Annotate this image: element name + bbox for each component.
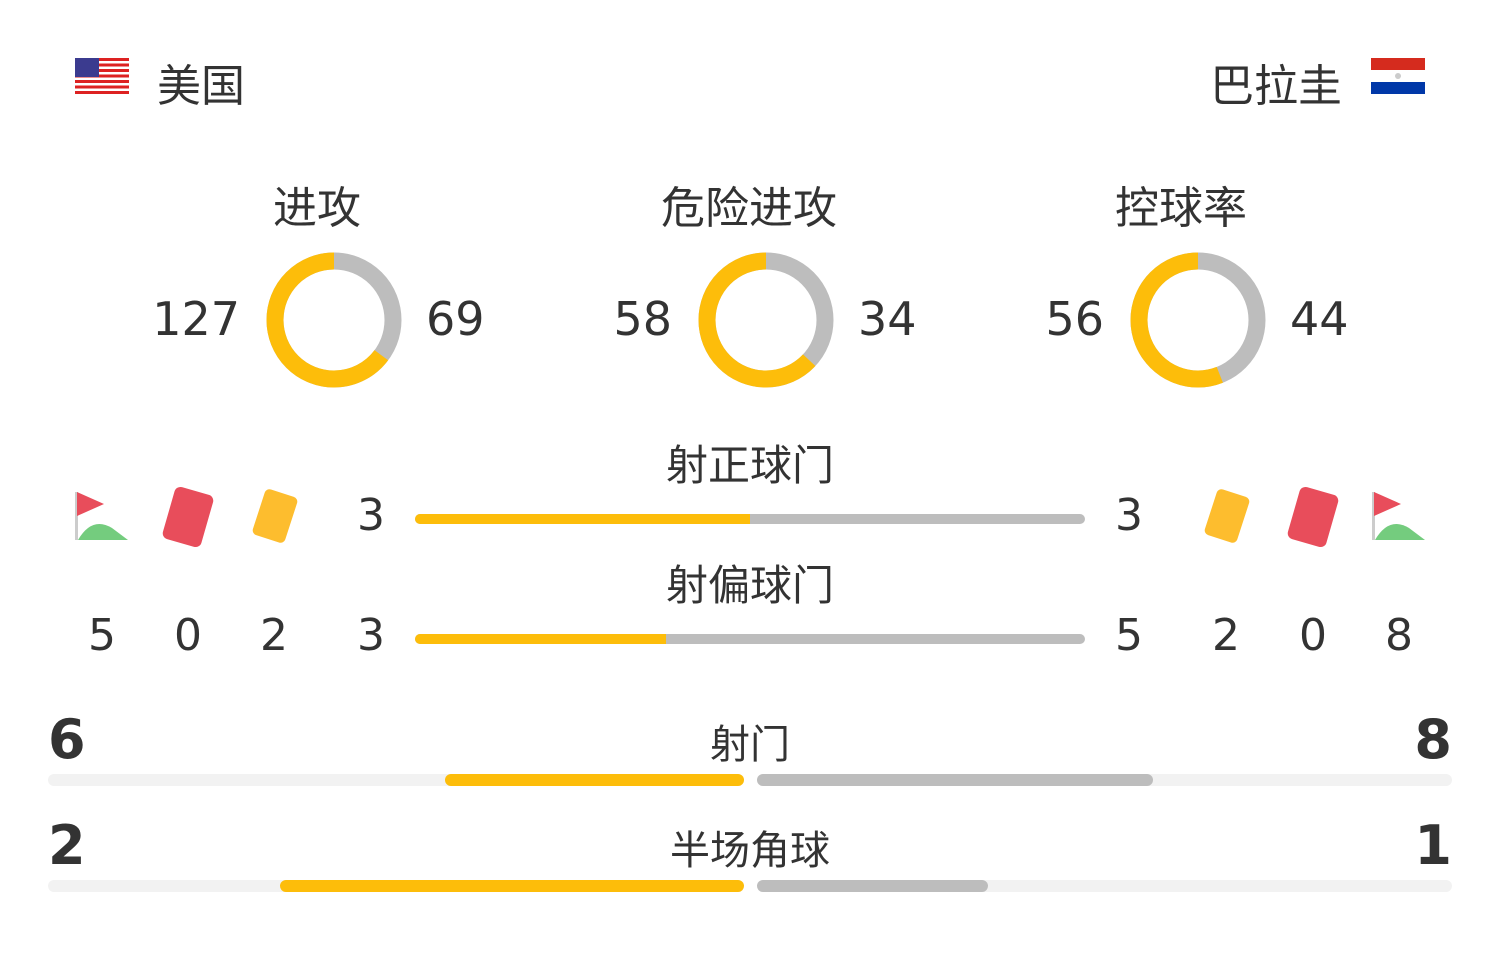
home-yellow-cards: 2: [260, 610, 288, 661]
donut-home-arc: [266, 252, 402, 388]
home-fill: [415, 634, 667, 644]
donut-home-arc: [698, 252, 834, 388]
home-fill: [444, 774, 744, 786]
donut-title: 控球率: [1115, 183, 1247, 234]
away-corners: 8: [1385, 610, 1413, 661]
corner-flag-icon: [1372, 492, 1425, 540]
away-fill: [757, 880, 989, 892]
home-shots: 6: [48, 708, 86, 771]
away-half-corners: 1: [1414, 814, 1452, 877]
paraguay-flag-icon: [1371, 58, 1425, 94]
donut-home-value: 58: [613, 292, 672, 346]
away-team-name: 巴拉圭: [1210, 61, 1342, 112]
corner-flag-icon: [75, 492, 128, 540]
home-fill: [279, 880, 744, 892]
shots-off-target-title: 射偏球门: [665, 561, 834, 610]
shots-on-target-title: 射正球门: [665, 441, 834, 490]
red-card-icon: [162, 486, 214, 548]
donut-title: 进攻: [273, 183, 361, 234]
away-shots: 8: [1414, 708, 1452, 771]
donut-chart: [1130, 252, 1266, 388]
red-card-icon: [1287, 486, 1339, 548]
shots-title: 射门: [710, 722, 790, 768]
away-shots-off-target: 5: [1115, 610, 1143, 661]
home-shots-off-target: 3: [357, 610, 385, 661]
donut-home-value: 127: [152, 292, 240, 346]
home-team-name: 美国: [157, 61, 245, 112]
away-red-cards: 0: [1299, 610, 1327, 661]
home-half-corners-bar: [48, 880, 744, 892]
donut-title: 危险进攻: [661, 183, 837, 234]
shots-off-target-bar: [415, 634, 1085, 644]
donut-away-value: 34: [858, 292, 917, 346]
donut-home-value: 56: [1045, 292, 1104, 346]
home-red-cards: 0: [174, 610, 202, 661]
home-half-corners: 2: [48, 814, 86, 877]
donut-away-value: 69: [426, 292, 485, 346]
donut-chart: [698, 252, 834, 388]
donut-home-arc: [1130, 252, 1266, 388]
home-shots-bar: [48, 774, 744, 786]
away-shots-bar: [757, 774, 1452, 786]
away-half-corners-bar: [757, 880, 1452, 892]
shots-on-target-bar: [415, 514, 1085, 524]
half-corners-title: 半场角球: [670, 828, 830, 874]
home-fill: [415, 514, 750, 524]
yellow-card-icon: [1204, 489, 1250, 543]
us-flag-icon: [75, 58, 129, 94]
home-corners: 5: [88, 610, 116, 661]
home-shots-on-target: 3: [357, 490, 385, 541]
away-yellow-cards: 2: [1212, 610, 1240, 661]
donut-chart: [266, 252, 402, 388]
donut-away-value: 44: [1290, 292, 1349, 346]
yellow-card-icon: [252, 489, 298, 543]
away-fill: [757, 774, 1154, 786]
away-shots-on-target: 3: [1115, 490, 1143, 541]
